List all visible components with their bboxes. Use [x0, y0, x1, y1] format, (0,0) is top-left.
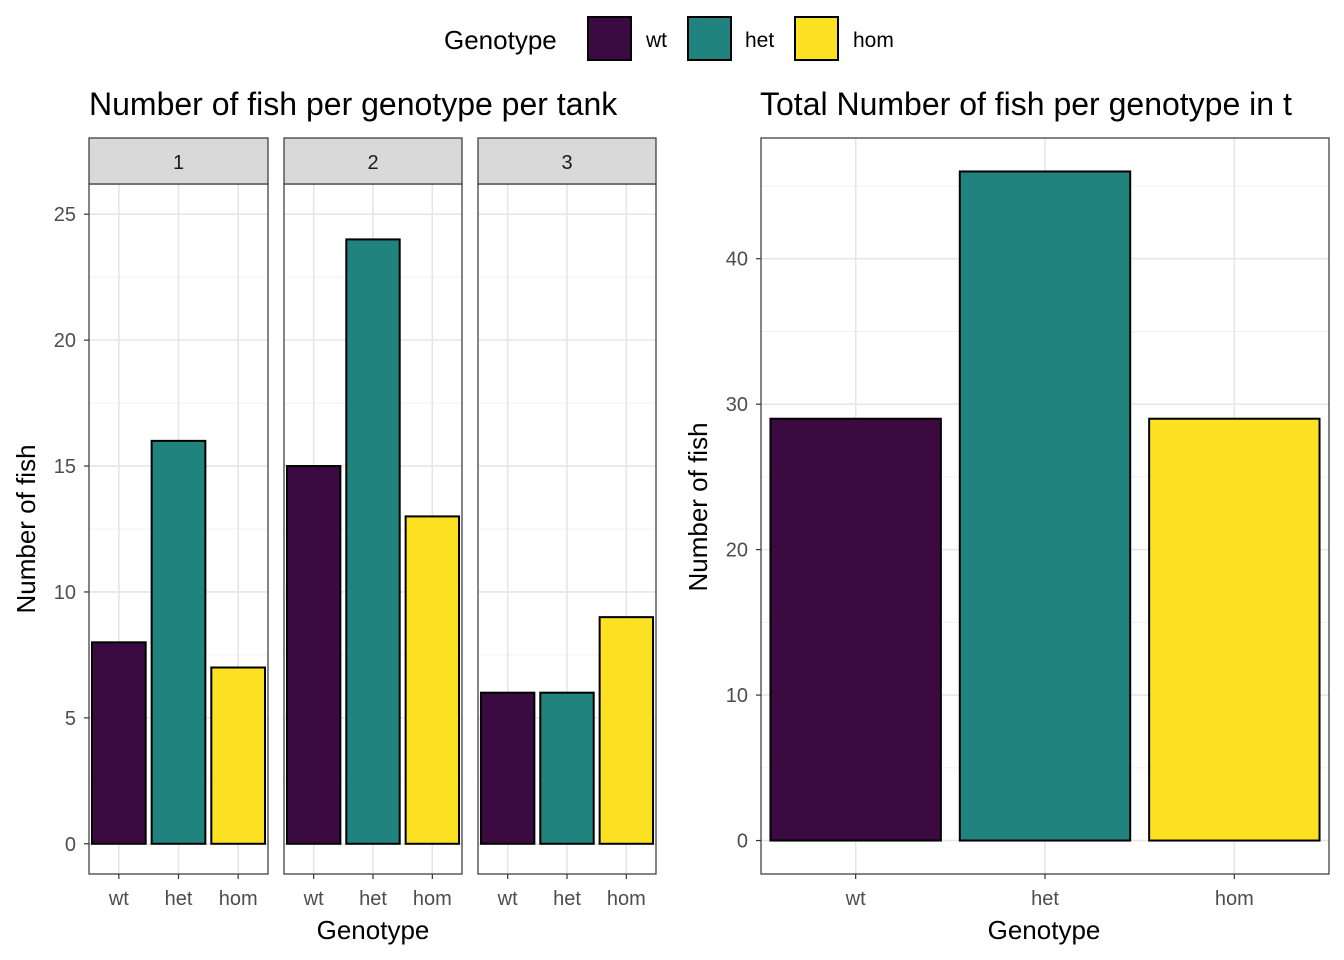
y-tick-label-left: 25	[54, 204, 76, 226]
facet-panels: 1 wt het hom 2 wt het hom 3 wt het hom	[88, 137, 657, 910]
x-tick-label: wt	[497, 888, 518, 910]
facet-strip-label: 2	[367, 152, 378, 174]
bar-tank-1-hom	[210, 666, 267, 845]
x-tick-label: hom	[607, 888, 646, 910]
legend-title: Genotype	[444, 25, 557, 55]
x-tick-label: wt	[303, 888, 324, 910]
y-tick-label-right: 20	[726, 540, 748, 562]
bar-tank-2-wt	[285, 465, 342, 845]
y-tick-label-right: 0	[737, 831, 748, 853]
facet-strip-label: 3	[561, 152, 572, 174]
legend-label-wt: wt	[645, 29, 667, 52]
facet-strip	[477, 137, 657, 185]
y-tick-label-right: 40	[726, 249, 748, 271]
legend-key-wt: wt	[587, 16, 667, 61]
y-tick-label-left: 5	[65, 708, 76, 730]
y-tick-label-right: 10	[726, 685, 748, 707]
facet-panel-2: 2 wt het hom	[283, 137, 463, 910]
x-tick-label: het	[553, 888, 581, 910]
facet-panel-1: 1 wt het hom	[88, 137, 269, 910]
bar-tank-3-hom	[598, 616, 655, 845]
legend-label-het: het	[745, 29, 774, 52]
facet-strip-label: 1	[173, 152, 184, 174]
chart-title-right: Total Number of fish per genotype in t	[760, 86, 1292, 122]
bar-tank-3-wt	[479, 691, 536, 845]
legend-swatch-het	[687, 16, 732, 61]
bar-tank-2-het	[345, 238, 401, 845]
y-axis-ticks-left: 0 5 10 15 20 25	[54, 204, 89, 856]
legend-key-het: het	[687, 16, 774, 61]
bar-total-hom	[1148, 417, 1321, 842]
faceted-bar-chart: Number of fish per genotype per tank Num…	[11, 86, 657, 945]
x-tick-label: het	[165, 888, 193, 910]
y-axis-label-left: Number of fish	[11, 444, 41, 613]
x-tick-label: wt	[108, 888, 129, 910]
y-tick-label-left: 10	[54, 582, 76, 604]
legend: Genotype wt het hom	[444, 16, 894, 61]
bar-tank-3-het	[539, 691, 595, 845]
facet-strip	[88, 137, 269, 185]
total-bar-chart: Total Number of fish per genotype in t N…	[683, 86, 1330, 945]
bar-tank-2-hom	[404, 515, 461, 845]
x-tick-label: hom	[219, 888, 258, 910]
x-tick-label: wt	[845, 888, 866, 910]
facet-strip	[283, 137, 463, 185]
legend-swatch-hom	[794, 16, 839, 61]
x-tick-label: het	[1031, 888, 1059, 910]
bar-total-wt	[769, 417, 942, 842]
x-tick-label: het	[359, 888, 387, 910]
y-tick-label-left: 20	[54, 330, 76, 352]
y-tick-label-left: 0	[65, 834, 76, 856]
x-tick-label: hom	[413, 888, 452, 910]
x-axis-label-right: Genotype	[988, 915, 1101, 945]
legend-label-hom: hom	[853, 29, 894, 52]
y-tick-label-right: 30	[726, 394, 748, 416]
plot-panel-total: 0 10 20 30 40 wt het hom	[726, 137, 1330, 910]
chart-title-left: Number of fish per genotype per tank	[89, 86, 618, 122]
legend-swatch-wt	[587, 16, 632, 61]
legend-key-hom: hom	[794, 16, 894, 61]
y-tick-label-left: 15	[54, 456, 76, 478]
bar-total-het	[958, 170, 1132, 842]
facet-panel-3: 3 wt het hom	[477, 137, 657, 910]
bar-tank-1-het	[150, 439, 207, 845]
y-axis-label-right: Number of fish	[683, 422, 713, 591]
x-axis-label-left: Genotype	[317, 915, 430, 945]
x-tick-label: hom	[1215, 888, 1254, 910]
bar-tank-1-wt	[90, 641, 147, 845]
